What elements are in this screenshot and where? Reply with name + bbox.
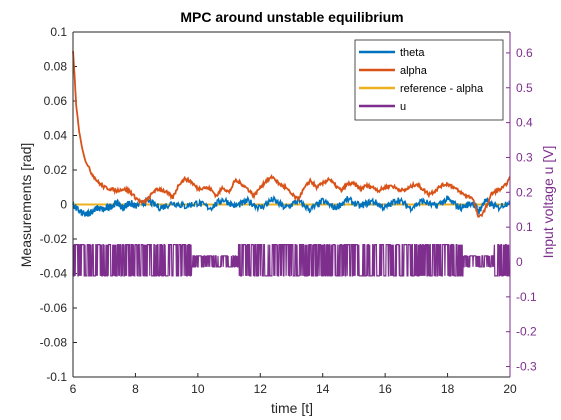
legend-label-alpha: alpha	[400, 65, 428, 77]
legend-label-theta: theta	[400, 47, 425, 59]
x-tick-label: 18	[441, 382, 455, 396]
y2-tick-label: 0.4	[516, 116, 533, 130]
y2-tick-label: -0.2	[516, 325, 537, 339]
x-axis-label: time [t]	[271, 400, 313, 416]
y-axis-label: Measurements [rad]	[18, 143, 34, 268]
y2-tick-label: -0.1	[516, 290, 537, 304]
y-tick-label: -0.08	[40, 336, 68, 350]
y-tick-label: 0	[60, 198, 67, 212]
x-tick-label: 16	[378, 382, 392, 396]
legend-label-u: u	[400, 101, 406, 113]
y2-axis-label: Input voltage u [V]	[540, 146, 556, 259]
y-tick-label: 0.06	[44, 94, 68, 108]
legend-label-reference: reference - alpha	[400, 83, 484, 95]
y-tick-label: -0.02	[40, 232, 68, 246]
y2-ticks: 0.6 0.5 0.4 0.3 0.2 0.1 0 -0.1 -0.2 -0.3	[506, 46, 537, 374]
y2-tick-label: 0	[516, 255, 523, 269]
x-tick-label: 12	[254, 382, 268, 396]
x-tick-label: 14	[316, 382, 330, 396]
y2-tick-label: 0.6	[516, 46, 533, 60]
y-ticks: 0.1 0.08 0.06 0.04 0.02 0 -0.02 -0.04 -0.06 -0.08…	[40, 25, 77, 384]
y2-tick-label: 0.1	[516, 220, 533, 234]
x-tick-label: 6	[70, 382, 77, 396]
series-layer	[72, 50, 511, 277]
y-tick-label: 0.04	[44, 129, 68, 143]
legend: theta alpha reference - alpha u	[354, 39, 504, 121]
y-tick-label: -0.06	[40, 301, 68, 315]
y2-tick-label: 0.2	[516, 185, 533, 199]
chart-title: MPC around unstable equilibrium	[180, 9, 403, 25]
x-tick-label: 20	[503, 382, 517, 396]
series-line-u	[72, 244, 510, 277]
x-tick-label: 10	[191, 382, 205, 396]
y-tick-label: 0.08	[44, 60, 68, 74]
x-tick-label: 8	[132, 382, 139, 396]
y2-tick-label: 0.3	[516, 150, 533, 164]
y2-tick-label: -0.3	[516, 360, 537, 374]
series-line-theta	[72, 195, 511, 217]
series-line-alpha	[72, 50, 511, 218]
y-tick-label: 0.1	[50, 25, 67, 39]
y-tick-label: -0.1	[46, 370, 67, 384]
y-tick-label: -0.04	[40, 267, 68, 281]
y-tick-label: 0.02	[44, 163, 68, 177]
y2-tick-label: 0.5	[516, 81, 533, 95]
